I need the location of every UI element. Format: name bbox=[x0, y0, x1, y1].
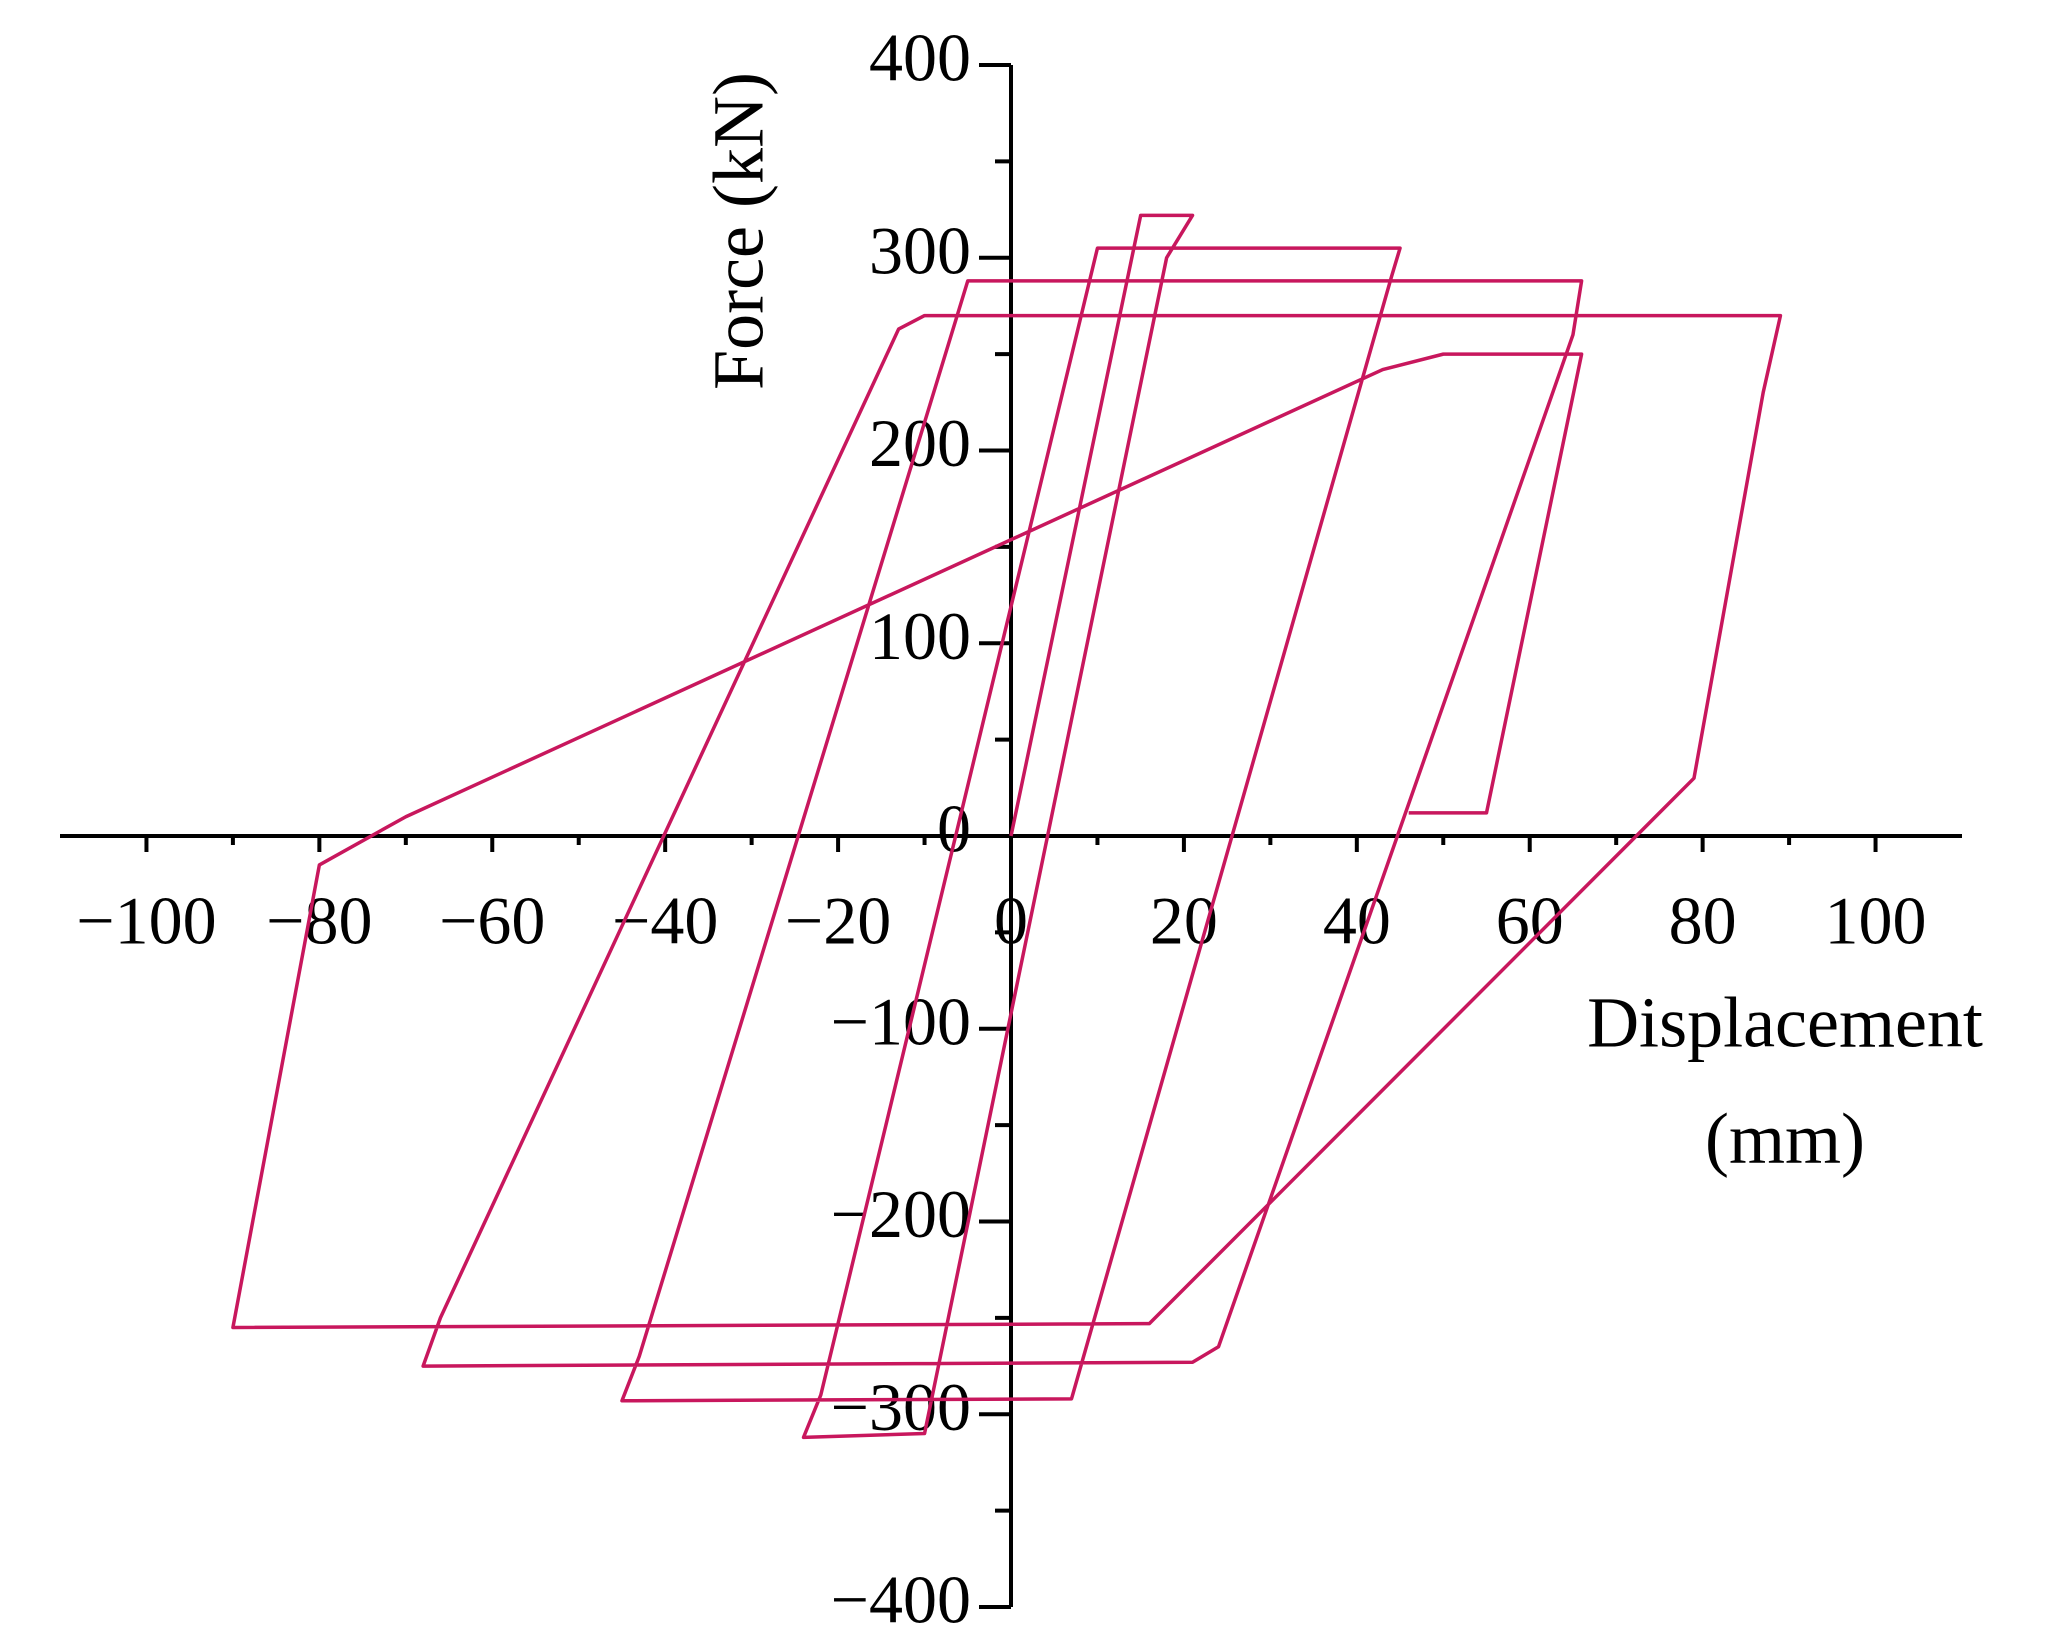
x-tick-label: 40 bbox=[1323, 883, 1391, 959]
x-tick-label: −60 bbox=[439, 883, 545, 959]
x-tick-label: 80 bbox=[1669, 883, 1737, 959]
x-tick-label: 100 bbox=[1825, 883, 1927, 959]
y-tick-label: −100 bbox=[831, 983, 971, 1059]
hysteresis-curve bbox=[231, 213, 1783, 1440]
y-tick-label: 300 bbox=[869, 212, 971, 288]
x-tick-label: −100 bbox=[76, 883, 216, 959]
y-tick-label: 0 bbox=[937, 791, 971, 867]
y-axis-title: Force (kN) bbox=[699, 72, 779, 390]
y-tick-label: −300 bbox=[831, 1369, 971, 1445]
y-tick-label: 100 bbox=[869, 598, 971, 674]
y-tick-label: −400 bbox=[831, 1562, 971, 1638]
x-axis-title: (mm) bbox=[1705, 1099, 1865, 1179]
x-tick-label: −20 bbox=[785, 883, 891, 959]
x-axis-title: Displacement bbox=[1587, 983, 1983, 1063]
x-tick-label: −80 bbox=[266, 883, 372, 959]
x-tick-label: 0 bbox=[994, 883, 1028, 959]
y-tick-label: −200 bbox=[831, 1176, 971, 1252]
x-tick-label: −40 bbox=[612, 883, 718, 959]
y-tick-label: 400 bbox=[869, 20, 971, 96]
